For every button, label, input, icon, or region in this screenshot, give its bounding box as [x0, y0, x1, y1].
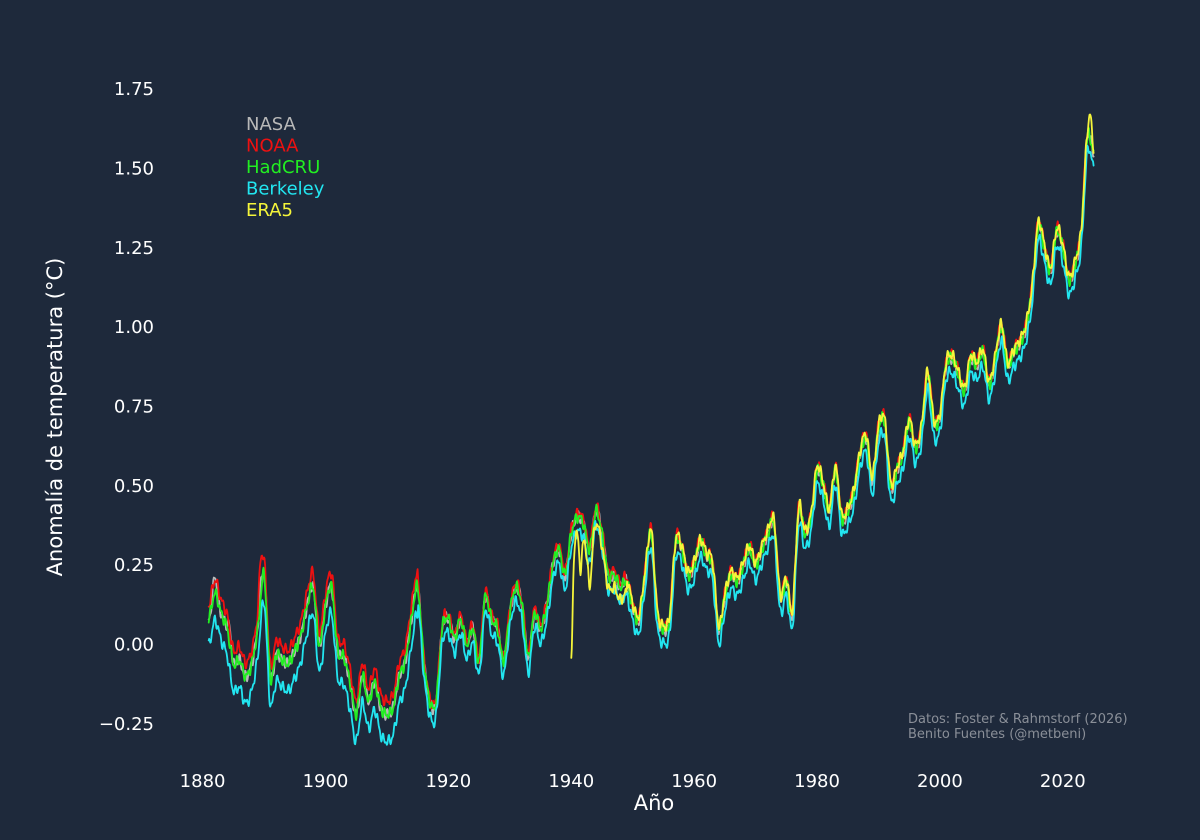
series-line-noaa — [207, 127, 1090, 710]
legend-item-nasa: NASA — [246, 114, 297, 135]
y-axis-ticks: −0.25 0.00 0.25 0.50 0.75 1.00 1.25 1.50 1.75 — [99, 79, 154, 735]
x-tick-label: 1920 — [425, 771, 471, 792]
x-tick-label: 1900 — [303, 771, 349, 792]
legend-item-era5: ERA5 — [246, 200, 293, 221]
y-tick-label: 0.00 — [114, 634, 154, 655]
series-line-era5 — [570, 113, 1095, 659]
series-line-hadcru — [207, 126, 1095, 721]
y-tick-label: 0.75 — [114, 397, 154, 418]
x-tick-label: 2000 — [917, 771, 963, 792]
y-tick-label: 0.50 — [114, 476, 154, 497]
legend-item-noaa: NOAA — [246, 136, 299, 157]
x-tick-label: 1960 — [671, 771, 717, 792]
y-tick-label: 1.50 — [114, 159, 154, 180]
y-tick-label: 1.25 — [114, 238, 154, 259]
x-tick-label: 1940 — [548, 771, 594, 792]
legend-item-berkeley: Berkeley — [246, 179, 325, 200]
x-tick-label: 1980 — [794, 771, 840, 792]
credit-author: Benito Fuentes (@metbeni) — [908, 727, 1086, 742]
legend-item-hadcru: HadCRU — [246, 157, 320, 178]
x-tick-label: 1880 — [180, 771, 226, 792]
y-tick-label: 0.25 — [114, 555, 154, 576]
series-lines — [207, 113, 1095, 746]
series-line-nasa — [207, 133, 1095, 721]
x-tick-label: 2020 — [1040, 771, 1086, 792]
y-tick-label: 1.00 — [114, 317, 154, 338]
y-tick-label: −0.25 — [99, 714, 154, 735]
credit-source: Datos: Foster & Rahmstorf (2026) — [908, 712, 1128, 727]
y-tick-label: 1.75 — [114, 79, 154, 100]
y-axis-title: Anomalía de temperatura (°C) — [43, 258, 67, 577]
x-axis-ticks: 1880 1900 1920 1940 1960 1980 2000 2020 — [180, 771, 1086, 792]
series-line-berkeley — [207, 144, 1095, 746]
x-axis-title: Año — [634, 791, 675, 815]
